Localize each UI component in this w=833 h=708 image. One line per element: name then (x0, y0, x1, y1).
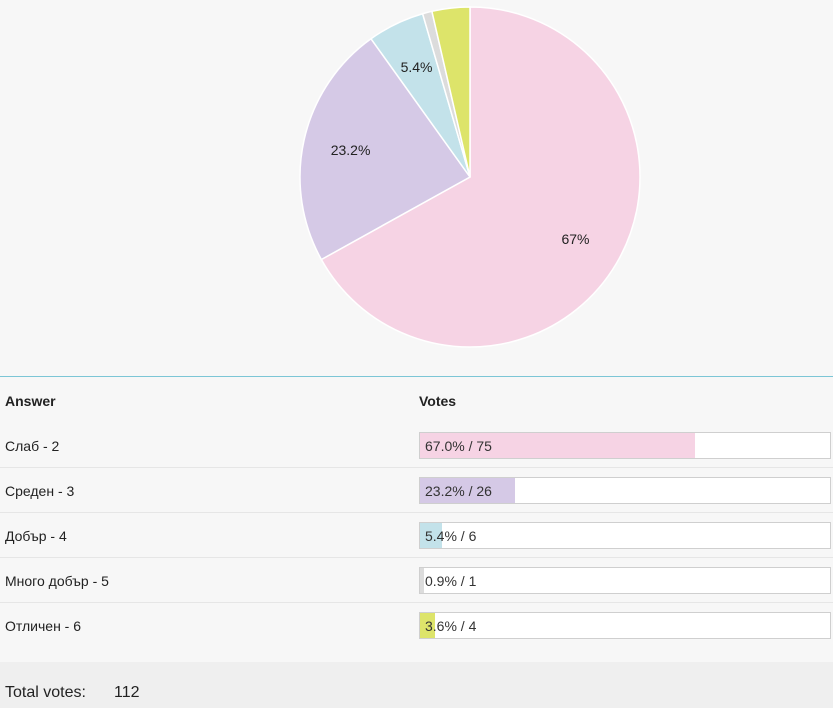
vote-bar: 3.6% / 4 (419, 612, 831, 639)
answer-label: Слаб - 2 (5, 438, 60, 454)
vote-bar-fill (420, 523, 443, 548)
vote-bar-text: 0.9% / 1 (425, 573, 477, 589)
pie-slice-label: 5.4% (401, 59, 433, 75)
total-votes-label: Total votes: (5, 684, 86, 701)
answer-label: Добър - 4 (5, 528, 67, 544)
answer-label: Много добър - 5 (5, 573, 109, 589)
table-row: Отличен - 6 3.6% / 4 (0, 603, 833, 647)
answer-label: Отличен - 6 (5, 618, 82, 634)
table-row: Добър - 4 5.4% / 6 (0, 513, 833, 558)
vote-bar-fill (420, 568, 424, 593)
pie-slice (299, 37, 472, 261)
pie-slice-label: 23.2% (331, 142, 371, 158)
vote-bar: 67.0% / 75 (419, 432, 831, 459)
pie-slice-label: 67% (561, 231, 589, 247)
table-row: Слаб - 2 67.0% / 75 (0, 423, 833, 468)
header-answer: Answer (5, 393, 56, 409)
vote-bar-fill (420, 433, 695, 458)
table-row: Много добър - 5 0.9% / 1 (0, 558, 833, 603)
vote-bar: 5.4% / 6 (419, 522, 831, 549)
pie-slice (320, 6, 641, 348)
table-header: Answer Votes (0, 377, 833, 423)
vote-bar-text: 3.6% / 4 (425, 618, 477, 634)
divider (0, 376, 833, 377)
total-votes-value: 112 (114, 684, 140, 701)
vote-bar-text: 67.0% / 75 (425, 438, 492, 454)
table-row: Среден - 3 23.2% / 26 (0, 468, 833, 513)
vote-bar-text: 23.2% / 26 (425, 483, 492, 499)
vote-bar: 0.9% / 1 (419, 567, 831, 594)
answer-label: Среден - 3 (5, 483, 75, 499)
pie-chart: 67% 23.2% 5.4% (299, 6, 641, 348)
vote-bar-fill (420, 613, 435, 638)
vote-bar-text: 5.4% / 6 (425, 528, 477, 544)
pie-slice (431, 6, 471, 178)
vote-bar: 23.2% / 26 (419, 477, 831, 504)
pie-chart-svg: 67% 23.2% 5.4% (299, 6, 641, 348)
header-votes: Votes (419, 393, 457, 409)
results-table: Answer Votes Слаб - 2 67.0% / 75 Среден … (0, 377, 833, 647)
footer: Total votes: 112 (0, 662, 833, 708)
vote-bar-fill (420, 478, 516, 503)
